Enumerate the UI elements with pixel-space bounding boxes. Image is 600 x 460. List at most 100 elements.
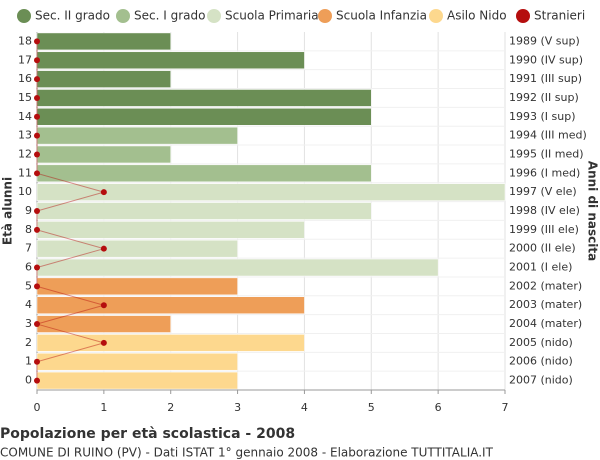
point <box>100 189 107 196</box>
y-tick-label: 8 <box>25 223 32 236</box>
bar <box>36 277 238 296</box>
y2-tick-label: 2004 (mater) <box>509 317 582 330</box>
y-tick-label: 4 <box>25 298 32 311</box>
chart-title: Popolazione per età scolastica - 2008 <box>0 426 295 442</box>
point <box>34 170 40 177</box>
y-tick-label: 1 <box>25 355 32 368</box>
y2-tick-label: 2003 (mater) <box>509 298 582 311</box>
x-tick-label: 3 <box>234 401 241 414</box>
point <box>100 339 107 346</box>
y2-tick-label: 1990 (IV sup) <box>509 53 583 66</box>
point <box>100 302 107 309</box>
bar <box>36 145 171 164</box>
y-tick-label: 6 <box>25 261 32 274</box>
point <box>34 113 40 120</box>
bar <box>36 164 372 183</box>
y-tick-label: 18 <box>18 34 32 47</box>
y2-tick-label: 2001 (I ele) <box>509 261 572 274</box>
bar <box>36 70 171 88</box>
bar <box>36 258 439 277</box>
point <box>34 377 40 384</box>
point <box>34 358 40 365</box>
point <box>34 94 40 101</box>
y2-tick-label: 1996 (I med) <box>509 166 580 179</box>
y-tick-label: 3 <box>25 317 32 330</box>
bar <box>36 334 305 352</box>
legend-swatch <box>116 9 130 23</box>
x-tick-label: 6 <box>435 401 442 414</box>
y2-tick-label: 1995 (II med) <box>509 147 584 160</box>
point <box>34 264 40 271</box>
legend-label: Scuola Infanzia <box>336 9 427 23</box>
chart-subtitle: COMUNE DI RUINO (PV) - Dati ISTAT 1° gen… <box>0 446 494 460</box>
legend-swatch <box>516 9 530 23</box>
x-tick-label: 1 <box>100 401 107 414</box>
y2-tick-label: 1994 (III med) <box>509 129 587 142</box>
point <box>34 76 40 83</box>
y-tick-label: 9 <box>25 204 32 217</box>
point <box>34 132 40 139</box>
y2-tick-label: 2007 (nido) <box>509 374 573 387</box>
legend-label: Asilo Nido <box>447 9 507 23</box>
y2-tick-label: 2002 (mater) <box>509 279 582 292</box>
bar <box>36 32 171 51</box>
y-tick-label: 14 <box>18 110 32 123</box>
y-tick-label: 16 <box>18 72 32 85</box>
bar <box>36 89 372 107</box>
y-tick-label: 17 <box>18 53 32 66</box>
point <box>100 245 107 252</box>
bar <box>36 108 372 126</box>
legend-label: Sec. II grado <box>35 9 110 23</box>
y-tick-label: 2 <box>25 336 32 349</box>
y-tick-label: 5 <box>25 279 32 292</box>
y-tick-label: 7 <box>25 242 32 255</box>
bar <box>36 296 305 314</box>
point <box>34 38 40 45</box>
legend-label: Sec. I grado <box>134 9 205 23</box>
x-tick-label: 4 <box>301 401 308 414</box>
y-tick-label: 13 <box>18 129 32 142</box>
point <box>34 283 40 290</box>
y2-tick-label: 1989 (V sup) <box>509 34 580 47</box>
y2-tick-label: 2005 (nido) <box>509 336 573 349</box>
bar <box>36 51 305 69</box>
y-tick-label: 15 <box>18 91 32 104</box>
legend-label: Stranieri <box>534 9 585 23</box>
y-tick-label: 10 <box>18 185 32 198</box>
y2-tick-label: 2000 (II ele) <box>509 242 576 255</box>
bar <box>36 221 305 239</box>
x-tick-label: 7 <box>502 401 509 414</box>
x-tick-label: 2 <box>167 401 174 414</box>
bar <box>36 202 372 220</box>
y-tick-label: 0 <box>25 374 32 387</box>
legend-swatch <box>318 9 332 23</box>
point <box>34 208 40 214</box>
y2-tick-label: 1999 (III ele) <box>509 223 579 236</box>
y2-tick-label: 1997 (V ele) <box>509 185 577 198</box>
point <box>34 321 40 328</box>
legend-label: Scuola Primaria <box>225 9 319 23</box>
y2-tick-label: 1991 (III sup) <box>509 72 582 85</box>
bar <box>36 353 238 371</box>
y2-axis-label: Anni di nascita <box>586 161 600 261</box>
y-tick-label: 12 <box>18 147 32 160</box>
x-tick-label: 5 <box>368 401 375 414</box>
x-tick-label: 0 <box>34 401 41 414</box>
legend-swatch <box>429 9 443 23</box>
y-tick-label: 11 <box>18 166 32 179</box>
y2-tick-label: 1992 (II sup) <box>509 91 579 104</box>
legend-swatch <box>17 9 31 23</box>
bar <box>36 239 238 258</box>
point <box>34 226 40 233</box>
y2-tick-label: 1998 (IV ele) <box>509 204 580 217</box>
bar <box>36 183 506 201</box>
y-axis-label: Età alunni <box>1 177 15 245</box>
bar <box>36 371 238 390</box>
y2-tick-label: 1993 (I sup) <box>509 110 576 123</box>
y2-tick-label: 2006 (nido) <box>509 355 573 368</box>
point <box>34 57 40 64</box>
legend-swatch <box>207 9 221 23</box>
point <box>34 151 40 158</box>
bar <box>36 126 238 145</box>
